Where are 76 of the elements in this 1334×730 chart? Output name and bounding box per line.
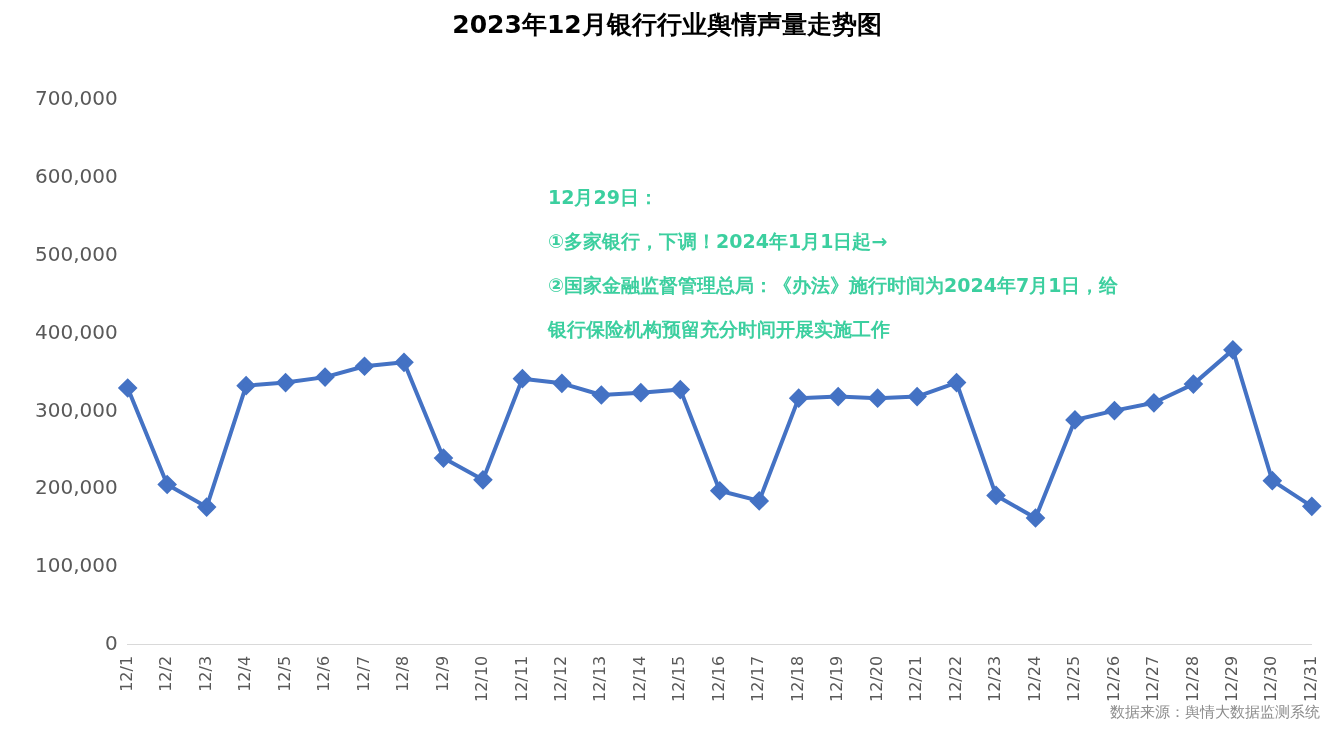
point [750, 491, 769, 510]
point [316, 368, 335, 387]
point [829, 387, 848, 406]
point [552, 374, 571, 393]
x-tick-label: 12/23 [985, 655, 1005, 702]
point [592, 386, 611, 405]
x-tick-label: 12/18 [787, 655, 807, 702]
x-tick-label: 12/24 [1024, 655, 1044, 702]
point [908, 387, 927, 406]
x-tick-label: 12/17 [748, 655, 768, 702]
point [1065, 410, 1084, 429]
source-note: 数据来源：舆情大数据监测系统 [1110, 703, 1320, 722]
point [394, 353, 413, 372]
x-tick-label: 12/2 [156, 655, 176, 692]
annotation: 12月29日： [548, 185, 659, 210]
point [1302, 497, 1321, 516]
point [1026, 509, 1045, 528]
point [789, 389, 808, 408]
y-tick-label: 500,000 [34, 241, 118, 266]
y-tick-label: 0 [104, 631, 118, 656]
y-tick-label: 400,000 [34, 319, 118, 344]
x-tick-label: 12/30 [1261, 655, 1281, 702]
point [710, 481, 729, 500]
x-tick-label: 12/5 [274, 655, 294, 692]
x-tick-label: 12/7 [353, 655, 373, 692]
x-tick-label: 12/4 [235, 655, 255, 692]
point [1184, 375, 1203, 394]
x-tick-label: 12/1 [116, 655, 136, 692]
annotation: ①多家银行，下调！2024年1月1日起→ [548, 229, 889, 254]
annotation: ②国家金融监督管理总局：《办法》施行时间为2024年7月1日，给 [548, 273, 1119, 298]
x-tick-label: 12/22 [945, 655, 965, 702]
x-tick-label: 12/19 [827, 655, 847, 702]
annotation: 银行保险机构预留充分时间开展实施工作 [548, 317, 891, 342]
point [197, 498, 216, 517]
point [355, 357, 374, 376]
x-tick-label: 12/15 [669, 655, 689, 702]
y-tick-label: 700,000 [34, 86, 118, 111]
x-tick-label: 12/14 [629, 655, 649, 702]
point [118, 379, 137, 398]
x-tick-label: 12/21 [906, 655, 926, 702]
x-tick-label: 12/29 [1222, 655, 1242, 702]
point [631, 383, 650, 402]
x-tick-label: 12/8 [393, 655, 413, 692]
point [1144, 393, 1163, 412]
x-tick-label: 12/12 [551, 655, 571, 702]
x-tick-label: 12/26 [1103, 655, 1123, 702]
point [434, 449, 453, 468]
point [1263, 471, 1282, 490]
y-tick-label: 200,000 [34, 475, 118, 500]
point [473, 470, 492, 489]
x-tick-label: 12/9 [432, 655, 452, 692]
point [671, 380, 690, 399]
point [987, 486, 1006, 505]
x-tick-label: 12/25 [1064, 655, 1084, 702]
x-tick-label: 12/31 [1300, 655, 1320, 702]
x-tick-label: 12/27 [1143, 655, 1163, 702]
y-tick-label: 600,000 [34, 164, 118, 189]
point [513, 369, 532, 388]
y-tick-label: 300,000 [34, 397, 118, 422]
x-tick-label: 12/10 [472, 655, 492, 702]
x-tick-label: 12/11 [511, 655, 531, 702]
y-tick-label: 100,000 [34, 553, 118, 578]
point [237, 376, 256, 395]
x-tick-label: 12/6 [314, 655, 334, 692]
point [276, 373, 295, 392]
x-tick-label: 12/28 [1182, 655, 1202, 702]
point [1105, 401, 1124, 420]
x-tick-label: 12/13 [590, 655, 610, 702]
point [868, 389, 887, 408]
x-tick-label: 12/3 [195, 655, 215, 692]
chart-title: 2023年12月银行行业舆情声量走势图 [451, 9, 883, 41]
x-tick-label: 12/20 [866, 655, 886, 702]
point [158, 475, 177, 494]
x-tick-label: 12/16 [708, 655, 728, 702]
point [947, 373, 966, 392]
point [1223, 340, 1242, 359]
